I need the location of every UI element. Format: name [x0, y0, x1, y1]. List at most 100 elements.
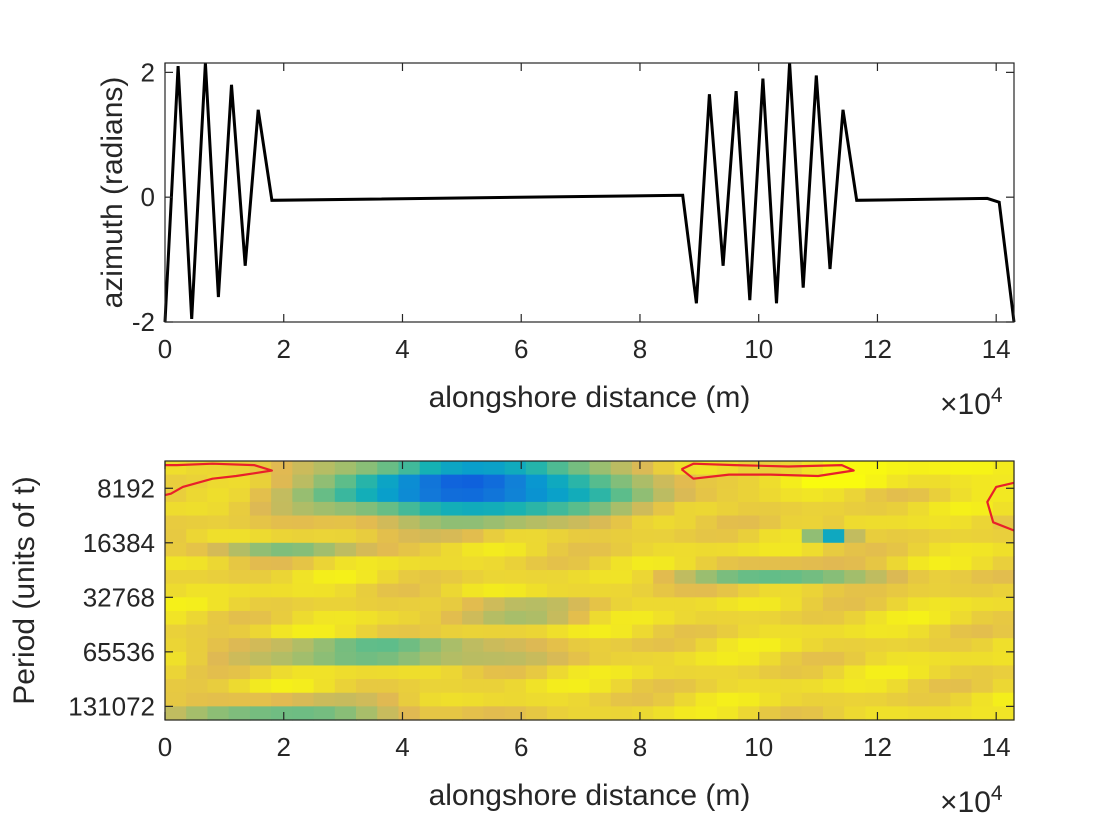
heatmap-cell [738, 556, 760, 571]
heatmap-cell [907, 501, 930, 517]
heatmap-cell [440, 570, 463, 585]
heatmap-cell [992, 488, 1015, 503]
heatmap-cell [674, 529, 697, 544]
heatmap-cell [547, 529, 569, 544]
heatmap-cell [165, 542, 187, 558]
heatmap-cell [483, 665, 506, 680]
heatmap-cell [377, 597, 400, 612]
heatmap-cell [419, 542, 442, 558]
heatmap-cell [780, 461, 803, 476]
heatmap-cell [631, 706, 654, 721]
heatmap-cell [780, 597, 803, 612]
wavelet-power-heatmap: 0 2 4 6 8 10 12 14 8192 16384 32768 65536 131072 al… [8, 460, 1015, 819]
heatmap-cell [398, 474, 421, 489]
heatmap-cell [759, 556, 782, 571]
heatmap-cell [547, 570, 569, 585]
heatmap-cell [462, 583, 484, 598]
heatmap-cell [886, 679, 909, 694]
heatmap-cell [228, 665, 251, 680]
heatmap-cell [674, 515, 697, 530]
significance-contour [986, 481, 1015, 532]
heatmap-cell [292, 461, 315, 476]
heatmap-cell [356, 529, 378, 544]
top-y-tick-label: 0 [141, 182, 155, 212]
heatmap-cell [631, 638, 654, 653]
heatmap-cell [419, 679, 442, 694]
heatmap-cell [801, 556, 824, 571]
heatmap-cell [313, 624, 336, 639]
heatmap-cell [695, 610, 718, 626]
heatmap-cell [334, 501, 357, 517]
heatmap-cell [462, 692, 484, 707]
heatmap-cell [292, 679, 315, 694]
heatmap-cell [674, 474, 697, 489]
heatmap-cell [165, 692, 187, 707]
heatmap-cell [356, 570, 378, 585]
heatmap-cell [334, 706, 357, 721]
heatmap-cell [249, 515, 272, 530]
heatmap-cell [462, 624, 484, 639]
heatmap-cell [504, 624, 527, 639]
heatmap-cell [228, 706, 251, 721]
heatmap-cell [674, 597, 697, 612]
heatmap-cell [186, 556, 209, 571]
heatmap-cell [483, 515, 506, 530]
heatmap-cell [865, 597, 888, 612]
heatmap-cell [653, 515, 675, 530]
heatmap-cell [589, 665, 612, 680]
heatmap-cell [568, 597, 591, 612]
heatmap-cell [419, 556, 442, 571]
heatmap-cell [738, 638, 760, 653]
heatmap-cell [738, 610, 760, 626]
heatmap-cell [356, 597, 378, 612]
heatmap-cell [462, 474, 484, 489]
top-y-ticks: -2 0 2 [132, 57, 1014, 337]
heatmap-cell [865, 624, 888, 639]
heatmap-cell [674, 706, 697, 721]
heatmap-cell [992, 679, 1015, 694]
heatmap-cell [759, 570, 782, 585]
heatmap-cell [419, 638, 442, 653]
heatmap-cell [165, 679, 187, 694]
heatmap-cell [653, 679, 675, 694]
heatmap-cell [844, 638, 867, 653]
heatmap-cell [822, 515, 845, 530]
heatmap-cell [249, 542, 272, 558]
heatmap-cell [631, 679, 654, 694]
heatmap-cell [886, 624, 909, 639]
heatmap-cell [568, 529, 591, 544]
heatmap-cell [377, 556, 400, 571]
heatmap-cell [610, 597, 633, 612]
heatmap-cell [271, 515, 293, 530]
heatmap-cell [589, 461, 612, 476]
heatmap-cell [653, 610, 675, 626]
heatmap-cell [801, 529, 824, 544]
heatmap-cell [377, 665, 400, 680]
heatmap-cell [249, 597, 272, 612]
significance-contour [164, 462, 273, 497]
heatmap-cell [716, 570, 739, 585]
heatmap-cell [462, 501, 484, 517]
heatmap-cell [992, 542, 1015, 558]
heatmap-cell [631, 515, 654, 530]
heatmap-cell [950, 488, 973, 503]
heatmap-cell [165, 570, 187, 585]
heatmap-cell [610, 624, 633, 639]
heatmap-cell [483, 597, 506, 612]
heatmap-cell [377, 610, 400, 626]
heatmap-cell [992, 624, 1015, 639]
heatmap-cell [886, 692, 909, 707]
heatmap-cell [822, 706, 845, 721]
heatmap-cell [610, 488, 633, 503]
top-x-tick-label: 2 [277, 334, 291, 364]
heatmap-cell [971, 624, 994, 639]
heatmap-cell [398, 570, 421, 585]
heatmap-cell [759, 461, 782, 476]
heatmap-cell [334, 624, 357, 639]
heatmap-cell [249, 501, 272, 517]
heatmap-cell [695, 679, 718, 694]
heatmap-cell [992, 501, 1015, 517]
heatmap-cell [440, 515, 463, 530]
heatmap-cell [695, 638, 718, 653]
